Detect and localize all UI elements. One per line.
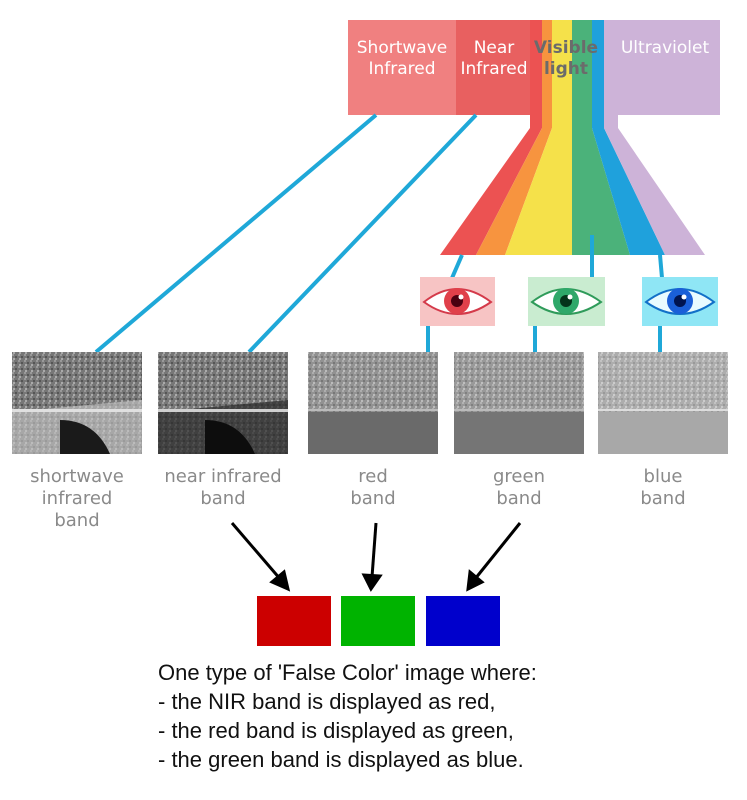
blue-swatch — [426, 596, 500, 646]
shortwave-infrared-block — [348, 20, 456, 115]
green-eye-image — [528, 277, 605, 326]
shortwave-band-image — [12, 352, 142, 454]
connector-lines — [94, 113, 664, 354]
green-band-caption: green band — [493, 466, 545, 509]
blue-eye-connector-top — [658, 254, 664, 279]
red-eye-connector-top — [450, 254, 464, 279]
near-infrared-block — [456, 20, 530, 115]
visible-light-label: Visible light — [533, 38, 599, 79]
shortwave-connector — [94, 113, 378, 354]
near-infrared-connector — [247, 113, 478, 354]
nir-to-red-arrow — [230, 522, 283, 581]
caption-line: One type of 'False Color' image where: — [158, 660, 537, 685]
composite-swatches — [257, 596, 500, 646]
red-band-caption: red band — [350, 466, 396, 509]
spectrum-bar — [348, 20, 720, 255]
orange-strip — [476, 20, 552, 255]
red-strip — [440, 20, 542, 255]
arrows — [230, 522, 522, 592]
near-infrared-band-caption: near infrared band — [164, 466, 282, 509]
blue-band-image — [598, 352, 728, 454]
red-to-green-arrow — [370, 522, 378, 578]
ultraviolet-strip — [604, 20, 720, 255]
green-swatch — [341, 596, 415, 646]
green-band-image — [454, 352, 584, 454]
red-band-image — [308, 352, 438, 454]
near-infrared-band-image — [158, 352, 288, 454]
ultraviolet-label: Ultraviolet — [620, 38, 710, 58]
green-strip — [572, 20, 630, 255]
red-swatch — [257, 596, 331, 646]
blue-eye-image — [642, 277, 718, 326]
green-to-blue-arrow — [473, 522, 522, 580]
blue-band-caption: blue band — [640, 466, 686, 509]
caption-line: - the green band is displayed as blue. — [158, 747, 524, 772]
shortwave-infrared-label: Shortwave Infrared — [356, 38, 448, 79]
caption-line: - the NIR band is displayed as red, — [158, 689, 496, 714]
caption-line: - the red band is displayed as green, — [158, 718, 514, 743]
near-infrared-label: Near Infrared — [460, 38, 528, 79]
red-eye-image — [420, 277, 495, 326]
false-color-caption: One type of 'False Color' image where: -… — [158, 658, 537, 774]
yellow-strip — [505, 20, 572, 255]
shortwave-band-caption: shortwave infrared band — [30, 466, 124, 531]
blue-strip — [592, 20, 665, 255]
